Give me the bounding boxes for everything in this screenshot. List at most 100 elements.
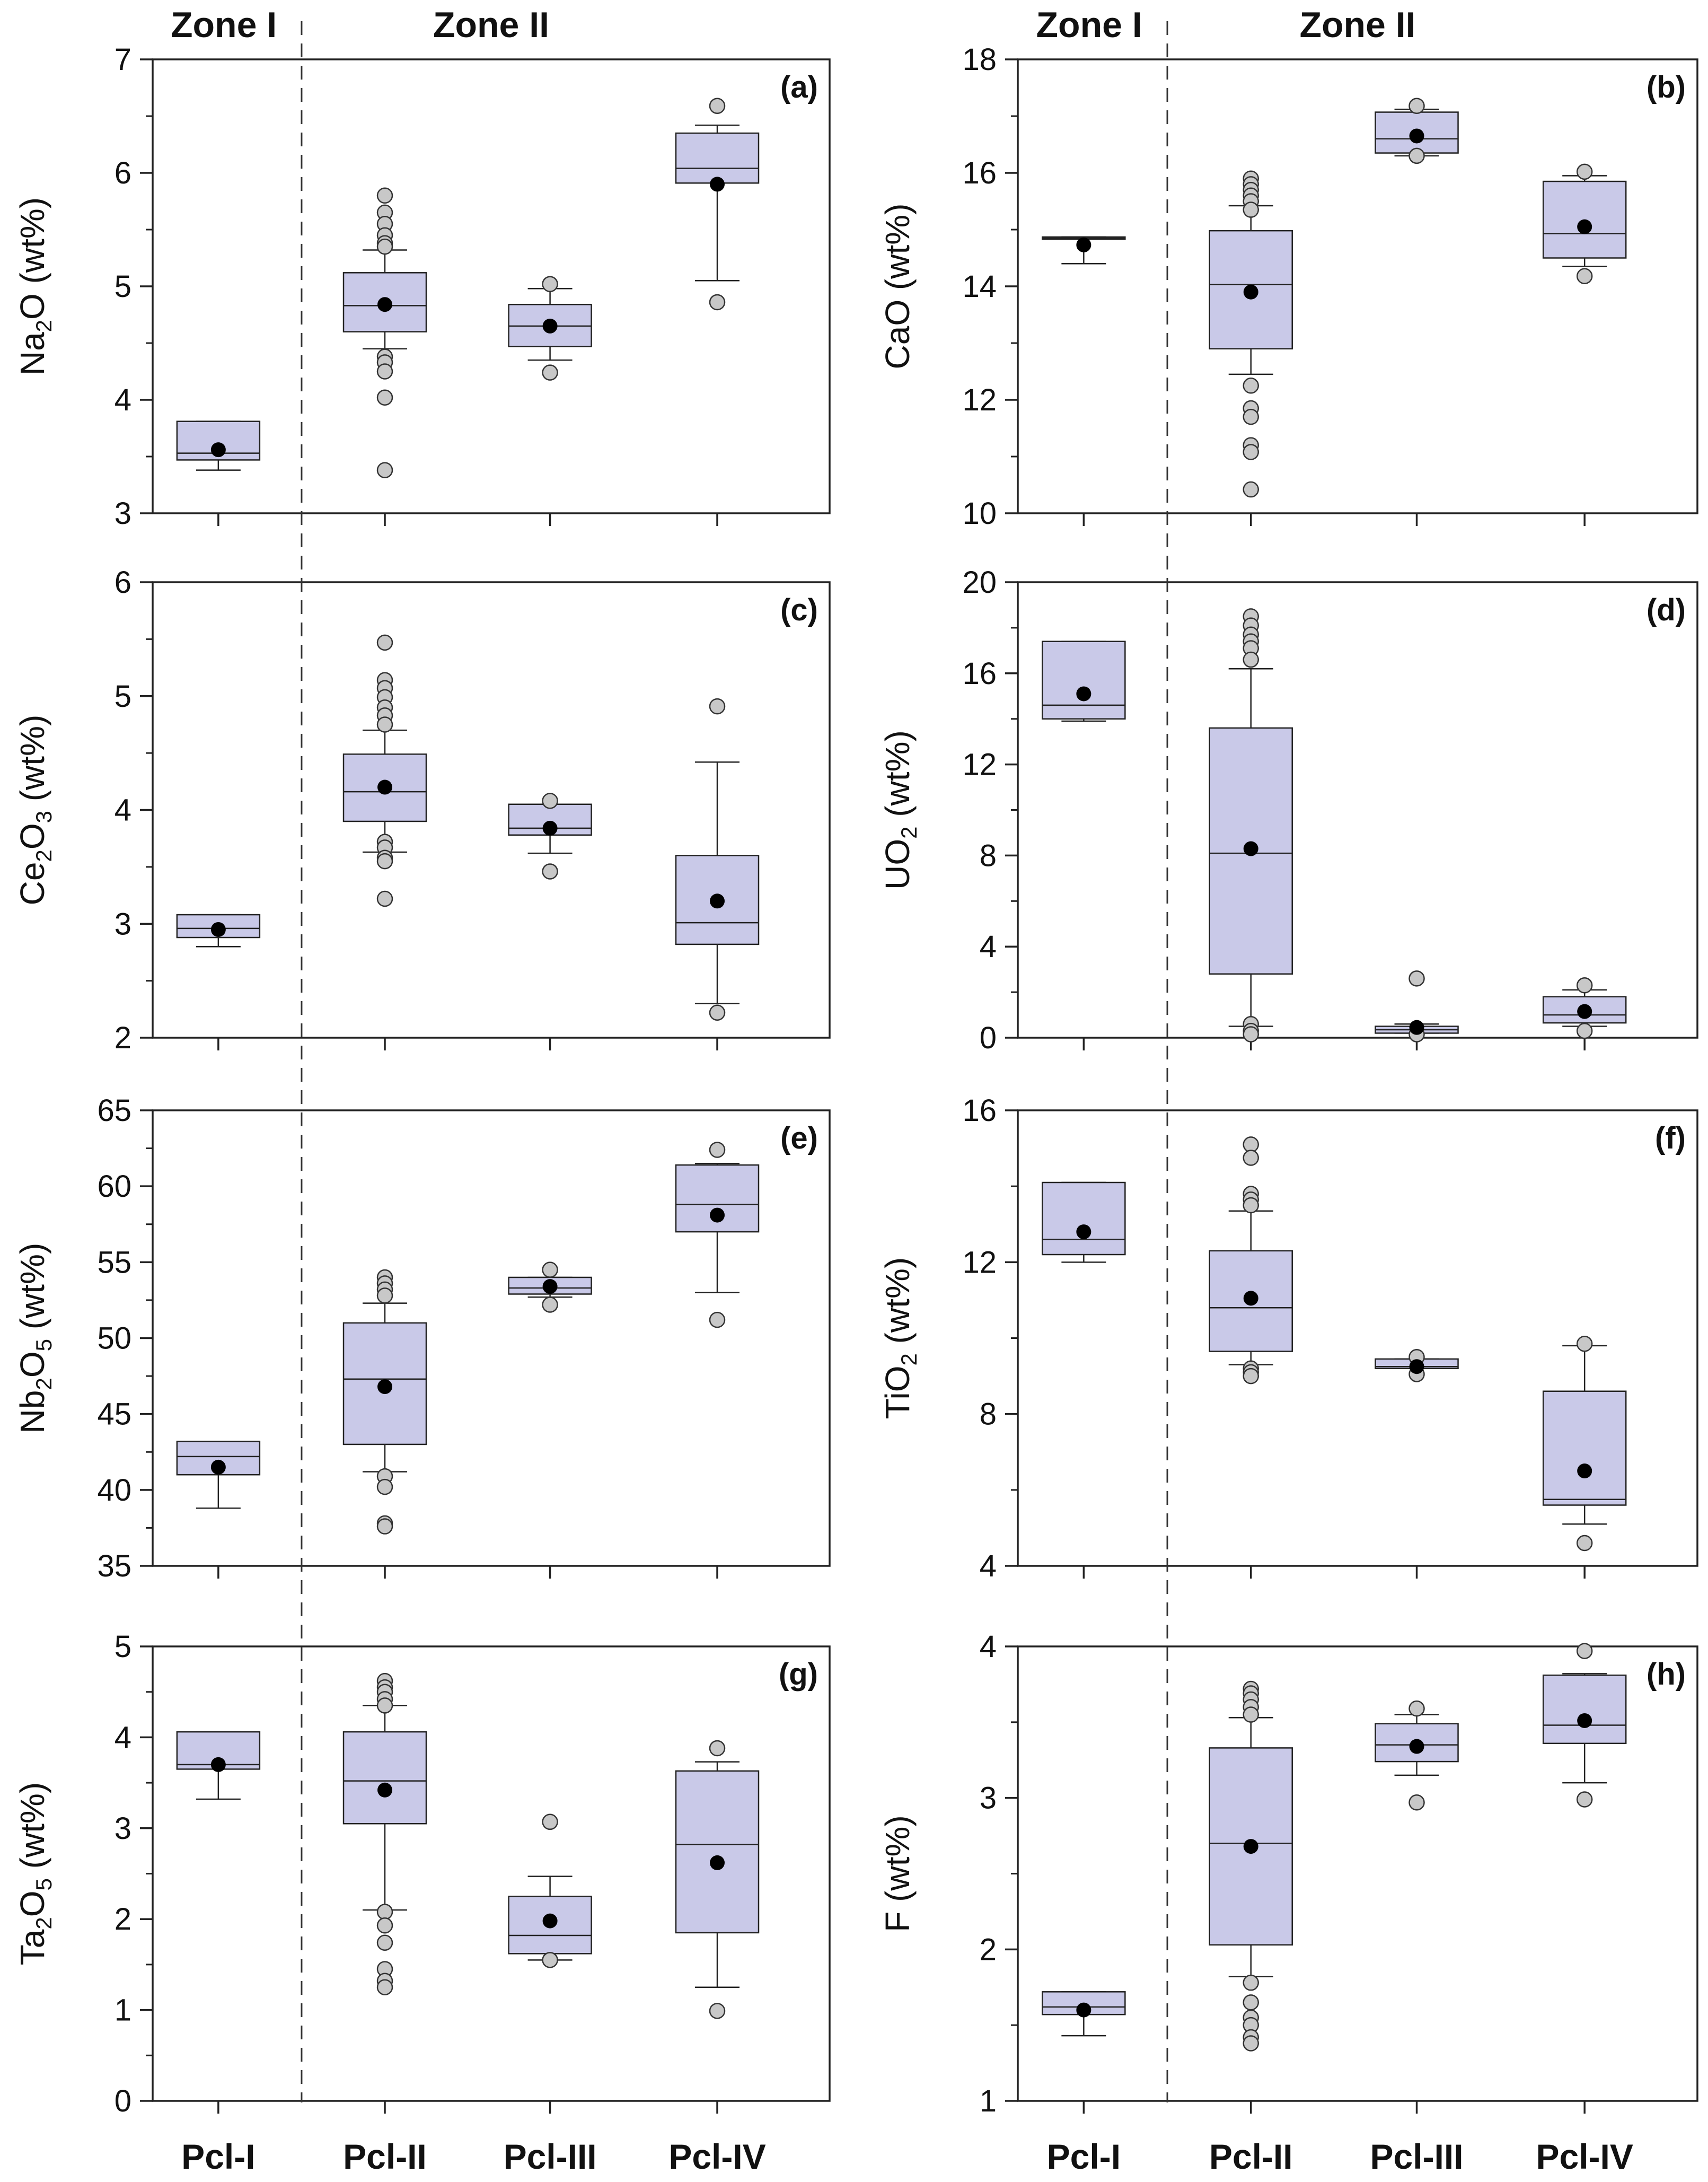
y-tick-label: 2 [115, 1021, 131, 1055]
y-tick-label: 4 [980, 1629, 997, 1664]
outlier-point [1243, 481, 1259, 498]
box-Pcl-IV [1542, 1335, 1627, 1552]
outlier-point [1576, 1643, 1593, 1659]
box-Pcl-IV [1542, 977, 1627, 1039]
y-tick-label: 4 [980, 930, 997, 964]
box-Pcl-IV [675, 1142, 760, 1328]
mean-point [1577, 1464, 1592, 1479]
box-Pcl-IV [675, 98, 760, 311]
box-Pcl-I [1042, 1991, 1126, 2037]
outlier-point [376, 1697, 393, 1714]
y-tick-label: 12 [962, 1245, 997, 1280]
outlier-point [709, 1740, 726, 1757]
mean-point [1243, 1291, 1258, 1306]
y-axis-label: Ta2O5 (wt%) [13, 1782, 56, 1965]
outlier-point [542, 364, 558, 381]
y-tick-label: 35 [97, 1549, 131, 1583]
outlier-point [542, 1261, 558, 1278]
box-Pcl-II [1209, 170, 1293, 498]
outlier-point [1576, 977, 1593, 994]
outlier-point [1243, 1994, 1259, 2011]
box-Pcl-III [508, 1261, 592, 1313]
outlier-point [709, 1311, 726, 1328]
outlier-point [376, 1917, 393, 1934]
box-Pcl-III [1375, 1700, 1459, 1811]
box-Pcl-I [176, 1440, 261, 1509]
outlier-point [376, 890, 393, 907]
y-tick-label: 4 [980, 1549, 997, 1583]
category-label: Pcl-IV [668, 2137, 765, 2176]
outlier-point [376, 1934, 393, 1951]
box-Pcl-III [508, 276, 592, 381]
panel-a: 3 4 5 6 7 Na2O (wt%) (a) [13, 42, 831, 531]
outlier-point [376, 363, 393, 380]
box-iqr [342, 1731, 427, 1825]
outlier-point [1243, 1150, 1259, 1166]
mean-point [210, 922, 226, 937]
zone-label: Zone II [1299, 5, 1415, 45]
box-Pcl-I [176, 420, 261, 471]
box-Pcl-III [508, 1813, 592, 1968]
category-label: Pcl-II [343, 2137, 427, 2176]
box-Pcl-II [342, 634, 427, 907]
outlier-point [1243, 2035, 1259, 2052]
y-tick-label: 5 [115, 1629, 131, 1664]
y-tick-label: 16 [962, 156, 997, 190]
y-tick-label: 3 [980, 1781, 997, 1816]
mean-point [210, 1757, 226, 1772]
box-Pcl-IV [675, 698, 760, 1021]
y-axis-label: CaO (wt%) [878, 204, 917, 370]
y-tick-label: 7 [115, 42, 131, 77]
outlier-point [709, 294, 726, 311]
panel-label: (h) [1647, 1657, 1686, 1692]
box-Pcl-II [1209, 608, 1293, 1042]
y-axis-label: Na2O (wt%) [13, 197, 56, 375]
box-Pcl-III [508, 793, 592, 880]
outlier-point [542, 793, 558, 809]
y-tick-label: 5 [115, 679, 131, 714]
box-Pcl-I [176, 1731, 261, 1800]
outlier-point [1243, 378, 1259, 394]
outlier-point [376, 1478, 393, 1495]
outlier-point [1243, 1197, 1259, 1214]
outlier-point [376, 1287, 393, 1304]
y-axis-label: F (wt%) [878, 1815, 917, 1932]
box-Pcl-IV [675, 1740, 760, 2019]
box-Pcl-I [1042, 641, 1126, 722]
y-tick-label: 18 [962, 42, 997, 77]
mean-point [710, 1855, 725, 1870]
y-tick-label: 12 [962, 748, 997, 782]
mean-point [377, 1782, 393, 1798]
panel-label: (e) [780, 1121, 818, 1155]
panel-label: (b) [1647, 70, 1686, 104]
mean-point [1409, 1739, 1424, 1754]
box-Pcl-II [342, 1269, 427, 1535]
outlier-point [1576, 1535, 1593, 1552]
mean-point [1577, 1713, 1592, 1728]
outlier-point [1243, 1136, 1259, 1153]
mean-point [1243, 841, 1258, 856]
y-tick-label: 1 [115, 1993, 131, 2028]
outlier-point [376, 1518, 393, 1535]
outlier-point [1243, 1026, 1259, 1042]
zone-label: Zone II [433, 5, 549, 45]
outlier-point [1408, 147, 1425, 164]
zone-label: Zone I [1036, 5, 1142, 45]
outlier-point [1576, 1791, 1593, 1808]
mean-point [1577, 219, 1592, 234]
mean-point [210, 1459, 226, 1475]
y-tick-label: 1 [980, 2084, 997, 2118]
mean-point [210, 442, 226, 458]
y-tick-label: 4 [115, 383, 131, 417]
category-label: Pcl-III [504, 2137, 597, 2176]
y-tick-label: 10 [962, 496, 997, 531]
outlier-point [376, 1904, 393, 1920]
panel-d: 0 4 8 12 16 20 UO2 (wt%) (d) [878, 565, 1698, 1055]
y-tick-label: 55 [97, 1245, 131, 1280]
y-tick-label: 16 [962, 656, 997, 691]
y-tick-label: 6 [115, 565, 131, 600]
y-tick-label: 8 [980, 838, 997, 873]
y-tick-label: 40 [97, 1473, 131, 1508]
panel-label: (a) [780, 70, 818, 104]
